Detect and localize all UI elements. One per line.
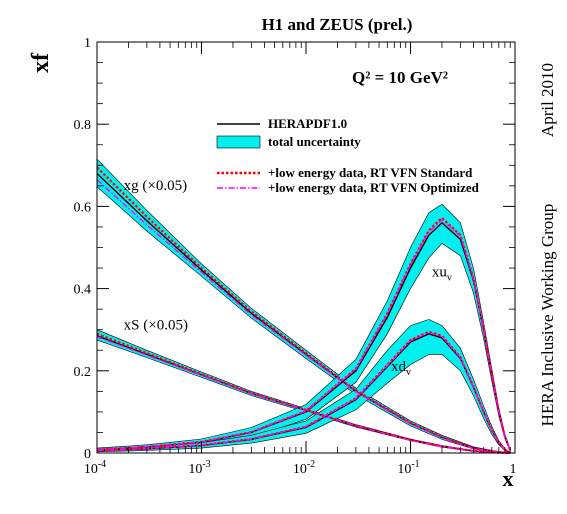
optimized-line-xs: [96, 336, 511, 454]
optimized-line-xdv: [96, 331, 511, 454]
x-tick-label-3: 10-1: [397, 459, 419, 477]
y-tick-label-0: 0: [84, 447, 91, 462]
uncertainty-band-xdv: [96, 319, 511, 454]
optimized-line-xg: [96, 179, 511, 454]
x-axis-label: x: [503, 466, 514, 491]
x-tick-label-0: 10-4: [84, 459, 106, 477]
curve-label-xuv: xuv: [432, 264, 452, 283]
side-label-date: April 2010: [538, 63, 557, 137]
y-tick-label-4: 0.8: [74, 118, 92, 133]
curve-label-xs: xS (×0.05): [124, 318, 188, 334]
q2-annotation: Q² = 10 GeV²: [352, 68, 448, 87]
y-tick-label-1: 0.2: [74, 365, 92, 380]
legend-band-1-label: total uncertainty: [268, 134, 361, 149]
legend-solid-0-label: HERAPDF1.0: [268, 116, 347, 131]
y-tick-label-2: 0.4: [74, 283, 92, 298]
x-tick-label-4: 1: [510, 462, 517, 477]
curve-label-xg: xg (×0.05): [124, 178, 187, 194]
chart-title: H1 and ZEUS (prel.): [262, 15, 413, 34]
legend-band-1-swatch: [216, 135, 261, 149]
curve-label-xdv: xdv: [391, 359, 411, 378]
side-label-group: HERA Inclusive Working Group: [538, 204, 557, 427]
standard-line-xuv: [96, 216, 512, 451]
y-tick-label-5: 1: [84, 36, 91, 51]
x-tick-label-1: 10-3: [188, 459, 210, 477]
legend: HERAPDF1.0 total uncertainty +low energy d…: [216, 116, 480, 195]
y-axis-label: xf: [28, 52, 54, 73]
x-tick-label-2: 10-2: [293, 459, 315, 477]
y-tick-label-3: 0.6: [74, 200, 92, 215]
legend-dotted-2-label: +low energy data, RT VFN Standard: [268, 165, 473, 180]
legend-dashdot-3-label: +low energy data, RT VFN Optimized: [268, 180, 480, 195]
optimized-line-xuv: [96, 218, 511, 451]
